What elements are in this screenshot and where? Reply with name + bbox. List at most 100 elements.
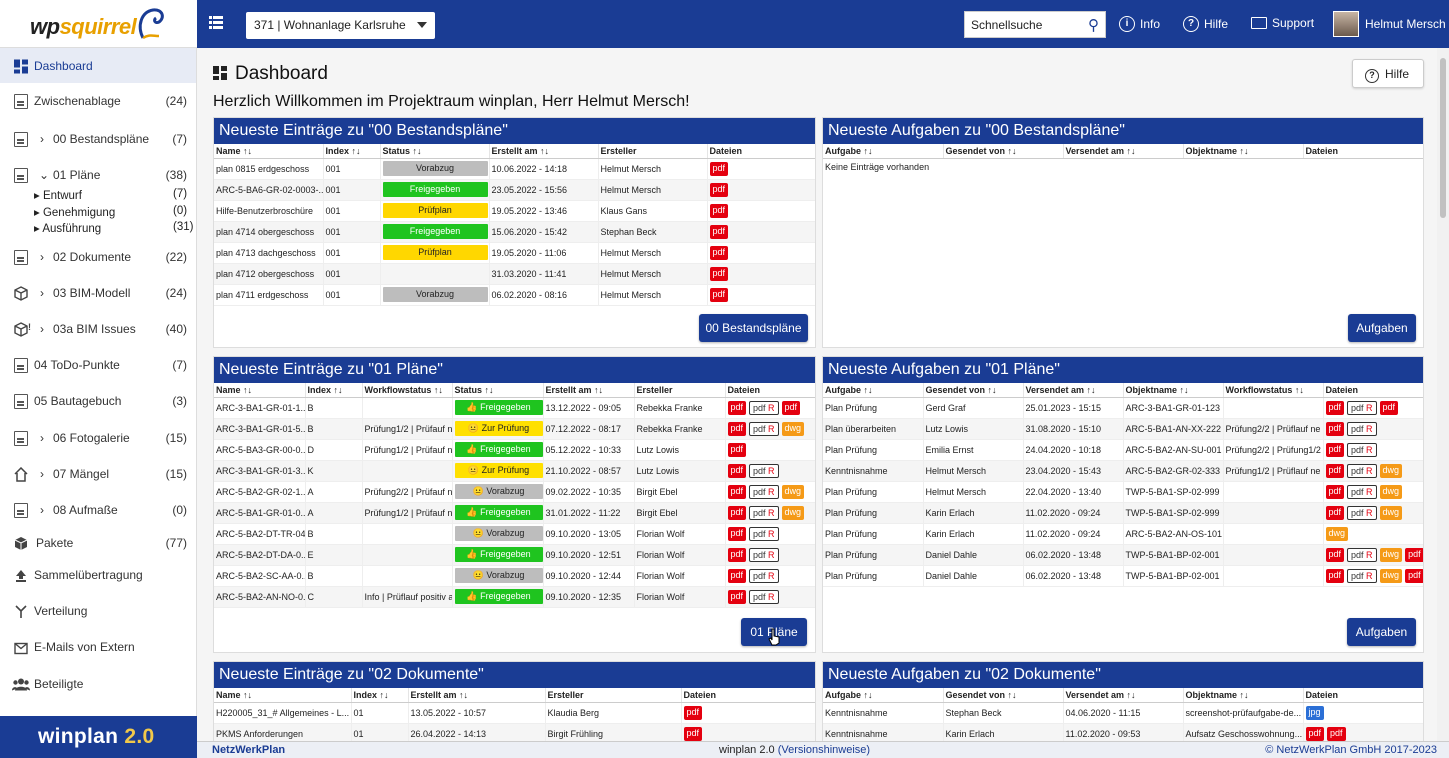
chevron-right-icon[interactable]: › [40, 132, 44, 146]
sidebar-item-bim-modell[interactable]: › 03 BIM-Modell (24) [0, 286, 196, 302]
pdf-file-icon[interactable]: pdf [727, 589, 747, 604]
cell-task[interactable]: Kenntnisnahme [823, 460, 924, 482]
table-row[interactable]: Kenntnisnahme Karin Erlach 11.02.2020 - 09… [823, 723, 1423, 741]
column-header-name[interactable]: Name ↑↓ [214, 688, 352, 703]
cell-name[interactable]: plan 4711 erdgeschoss [214, 284, 324, 306]
column-header-status[interactable]: Status ↑↓ [452, 383, 544, 398]
cell-name[interactable]: ARC-5-BA1-GR-01-0... [214, 502, 306, 524]
table-row[interactable]: ARC-5-BA6-GR-02-0003-... 001 Freigegeben 23… [214, 179, 815, 201]
table-row[interactable]: PKMS Anforderungen 01 26.04.2022 - 14:13 Bi… [214, 723, 815, 741]
tasks-button[interactable]: Aufgaben [1348, 314, 1416, 342]
sidebar-item-maengel[interactable]: › 07 Mängel (15) [0, 467, 196, 483]
table-row[interactable]: ARC-3-BA1-GR-01-1... B 👍 Freigegeben 13.12.… [214, 397, 815, 419]
sidebar-item-bestandsplaene[interactable]: › 00 Bestandspläne (7) [0, 132, 196, 148]
pdf-revision-icon[interactable]: pdf R [1347, 442, 1377, 457]
sidebar-item-beteiligte[interactable]: Beteiligte [0, 677, 196, 693]
pdf-file-icon[interactable]: pdf [709, 203, 729, 218]
help-button[interactable]: ? Hilfe [1352, 59, 1424, 88]
pdf-revision-icon[interactable]: pdf R [749, 505, 779, 520]
pdf-file-icon[interactable]: pdf [1325, 505, 1345, 520]
project-select[interactable]: 371 | Wohnanlage Karlsruhe [246, 12, 435, 39]
cell-name[interactable]: ARC-3-BA1-GR-01-1... [214, 397, 306, 419]
column-header-task[interactable]: Aufgabe ↑↓ [823, 688, 944, 703]
cell-task[interactable]: Plan Prüfung [823, 439, 924, 461]
chevron-right-icon[interactable]: › [40, 286, 44, 300]
pdf-revision-icon[interactable]: pdf R [1347, 568, 1377, 583]
sidebar-item-emails[interactable]: E-Mails von Extern [0, 640, 196, 656]
pdf-file-icon[interactable]: pdf [683, 705, 703, 720]
pdf-revision-icon[interactable]: pdf R [1347, 400, 1377, 415]
pdf-file-icon[interactable]: pdf [1325, 442, 1345, 457]
pdf-file-icon[interactable]: pdf [709, 182, 729, 197]
cell-task[interactable]: Plan Prüfung [823, 565, 924, 587]
pdf-file-icon[interactable]: pdf [727, 505, 747, 520]
column-header-sent[interactable]: Versendet am ↑↓ [1023, 383, 1124, 398]
help-link[interactable]: ? Hilfe [1183, 16, 1228, 32]
table-row[interactable]: Plan Prüfung Gerd Graf 25.01.2023 - 15:15 A… [823, 397, 1423, 419]
pdf-file-icon[interactable]: pdf [709, 287, 729, 302]
release-notes-link[interactable]: (Versionshinweise) [777, 744, 871, 756]
pdf-file-icon[interactable]: pdf [1325, 484, 1345, 499]
pdf-revision-icon[interactable]: pdf R [749, 484, 779, 499]
cell-name[interactable]: Hilfe-Benutzerbroschüre [214, 200, 324, 222]
table-row[interactable]: plan 4711 erdgeschoss 001 Vorabzug 06.02.20… [214, 284, 815, 306]
dwg-file-icon[interactable]: dwg [781, 505, 805, 520]
pdf-revision-icon[interactable]: pdf R [749, 526, 779, 541]
info-link[interactable]: i Info [1119, 16, 1160, 32]
pdf-file-icon[interactable]: pdf [1327, 726, 1346, 741]
column-header-sender[interactable]: Gesendet von ↑↓ [923, 383, 1024, 398]
sidebar-item-zwischenablage[interactable]: Zwischenablage (24) [0, 94, 196, 110]
cell-name[interactable]: H220005_31_# Allgemeines - L... [214, 702, 352, 724]
pdf-revision-icon[interactable]: pdf R [749, 463, 779, 478]
dwg-file-icon[interactable]: dwg [1379, 547, 1403, 562]
cell-name[interactable]: ARC-5-BA2-DT-DA-0... [214, 544, 306, 566]
pdf-file-icon[interactable]: pdf [1379, 400, 1399, 415]
table-row[interactable]: ARC-5-BA2-DT-TR-041 B 😐 Vorabzug 09.10.2020… [214, 523, 815, 545]
cell-name[interactable]: ARC-5-BA3-GR-00-0... [214, 439, 306, 461]
user-name[interactable]: Helmut Mersch [1365, 17, 1446, 31]
column-header-task[interactable]: Aufgabe ↑↓ [823, 383, 924, 398]
cell-task[interactable]: Plan Prüfung [823, 502, 924, 524]
table-row[interactable]: Kenntnisnahme Stephan Beck 04.06.2020 - 11… [823, 702, 1423, 724]
table-row[interactable]: ARC-3-BA1-GR-01-3... K 😐 Zur Prüfung 21.10.… [214, 460, 815, 482]
sidebar-item-bautagebuch[interactable]: 05 Bautagebuch (3) [0, 394, 196, 410]
table-row[interactable]: ARC-5-BA3-GR-00-0... D Prüfung1/2 | Prüfau… [214, 439, 815, 461]
pdf-file-icon[interactable]: pdf [1325, 547, 1345, 562]
pdf-file-icon[interactable]: pdf [727, 442, 747, 457]
sidebar-subitem-entwurf[interactable]: ▸ Entwurf (7) [34, 188, 188, 202]
chevron-right-icon[interactable]: › [40, 503, 44, 517]
sidebar-item-bim-issues[interactable]: ! › 03a BIM Issues (40) [0, 322, 196, 338]
pdf-file-icon[interactable]: pdf [727, 547, 747, 562]
column-header-task[interactable]: Aufgabe ↑↓ [823, 144, 944, 159]
pdf-file-icon[interactable]: pdf [1405, 568, 1423, 583]
cell-task[interactable]: Plan Prüfung [823, 397, 924, 419]
pdf-file-icon[interactable]: pdf [709, 266, 729, 281]
table-row[interactable]: Plan Prüfung Helmut Mersch 22.04.2020 - 13… [823, 481, 1423, 503]
table-row[interactable]: Plan Prüfung Karin Erlach 11.02.2020 - 09:… [823, 502, 1423, 524]
column-header-sent[interactable]: Versendet am ↑↓ [1063, 144, 1184, 159]
cell-task[interactable]: Kenntnisnahme [823, 723, 944, 741]
chevron-right-icon[interactable]: › [40, 467, 44, 481]
cell-name[interactable]: ARC-5-BA2-AN-NO-0... [214, 586, 306, 608]
sidebar-item-dashboard[interactable]: Dashboard [0, 48, 196, 83]
chevron-down-icon[interactable]: ⌄ [39, 168, 50, 182]
wpsquirrel-logo[interactable]: wpsquirrel [0, 0, 197, 48]
sidebar-item-todo[interactable]: 04 ToDo-Punkte (7) [0, 358, 196, 374]
vertical-scrollbar[interactable] [1437, 48, 1449, 741]
column-header-sender[interactable]: Gesendet von ↑↓ [943, 144, 1064, 159]
column-header-sent[interactable]: Versendet am ↑↓ [1063, 688, 1184, 703]
cell-name[interactable]: plan 4713 dachgeschoss [214, 242, 324, 264]
cell-name[interactable]: ARC-3-BA1-GR-01-5... [214, 418, 306, 440]
table-row[interactable]: plan 4712 obergeschoss 001 31.03.2020 - 11… [214, 263, 815, 285]
table-row[interactable]: Plan überarbeiten Lutz Lowis 31.08.2020 - … [823, 418, 1423, 440]
pdf-file-icon[interactable]: pdf [683, 726, 703, 741]
cell-name[interactable]: plan 4712 obergeschoss [214, 263, 324, 285]
dwg-file-icon[interactable]: dwg [1379, 463, 1403, 478]
pdf-revision-icon[interactable]: pdf R [1347, 505, 1377, 520]
pdf-revision-icon[interactable]: pdf R [1347, 484, 1377, 499]
cell-name[interactable]: plan 0815 erdgeschoss [214, 158, 324, 180]
sidebar-item-fotogalerie[interactable]: › 06 Fotogalerie (15) [0, 431, 196, 447]
scrollbar-thumb[interactable] [1440, 58, 1446, 218]
table-row[interactable]: Kenntnisnahme Helmut Mersch 23.04.2020 - 1… [823, 460, 1423, 482]
sidebar-item-sammeluebertragung[interactable]: Sammelübertragung [0, 568, 196, 584]
